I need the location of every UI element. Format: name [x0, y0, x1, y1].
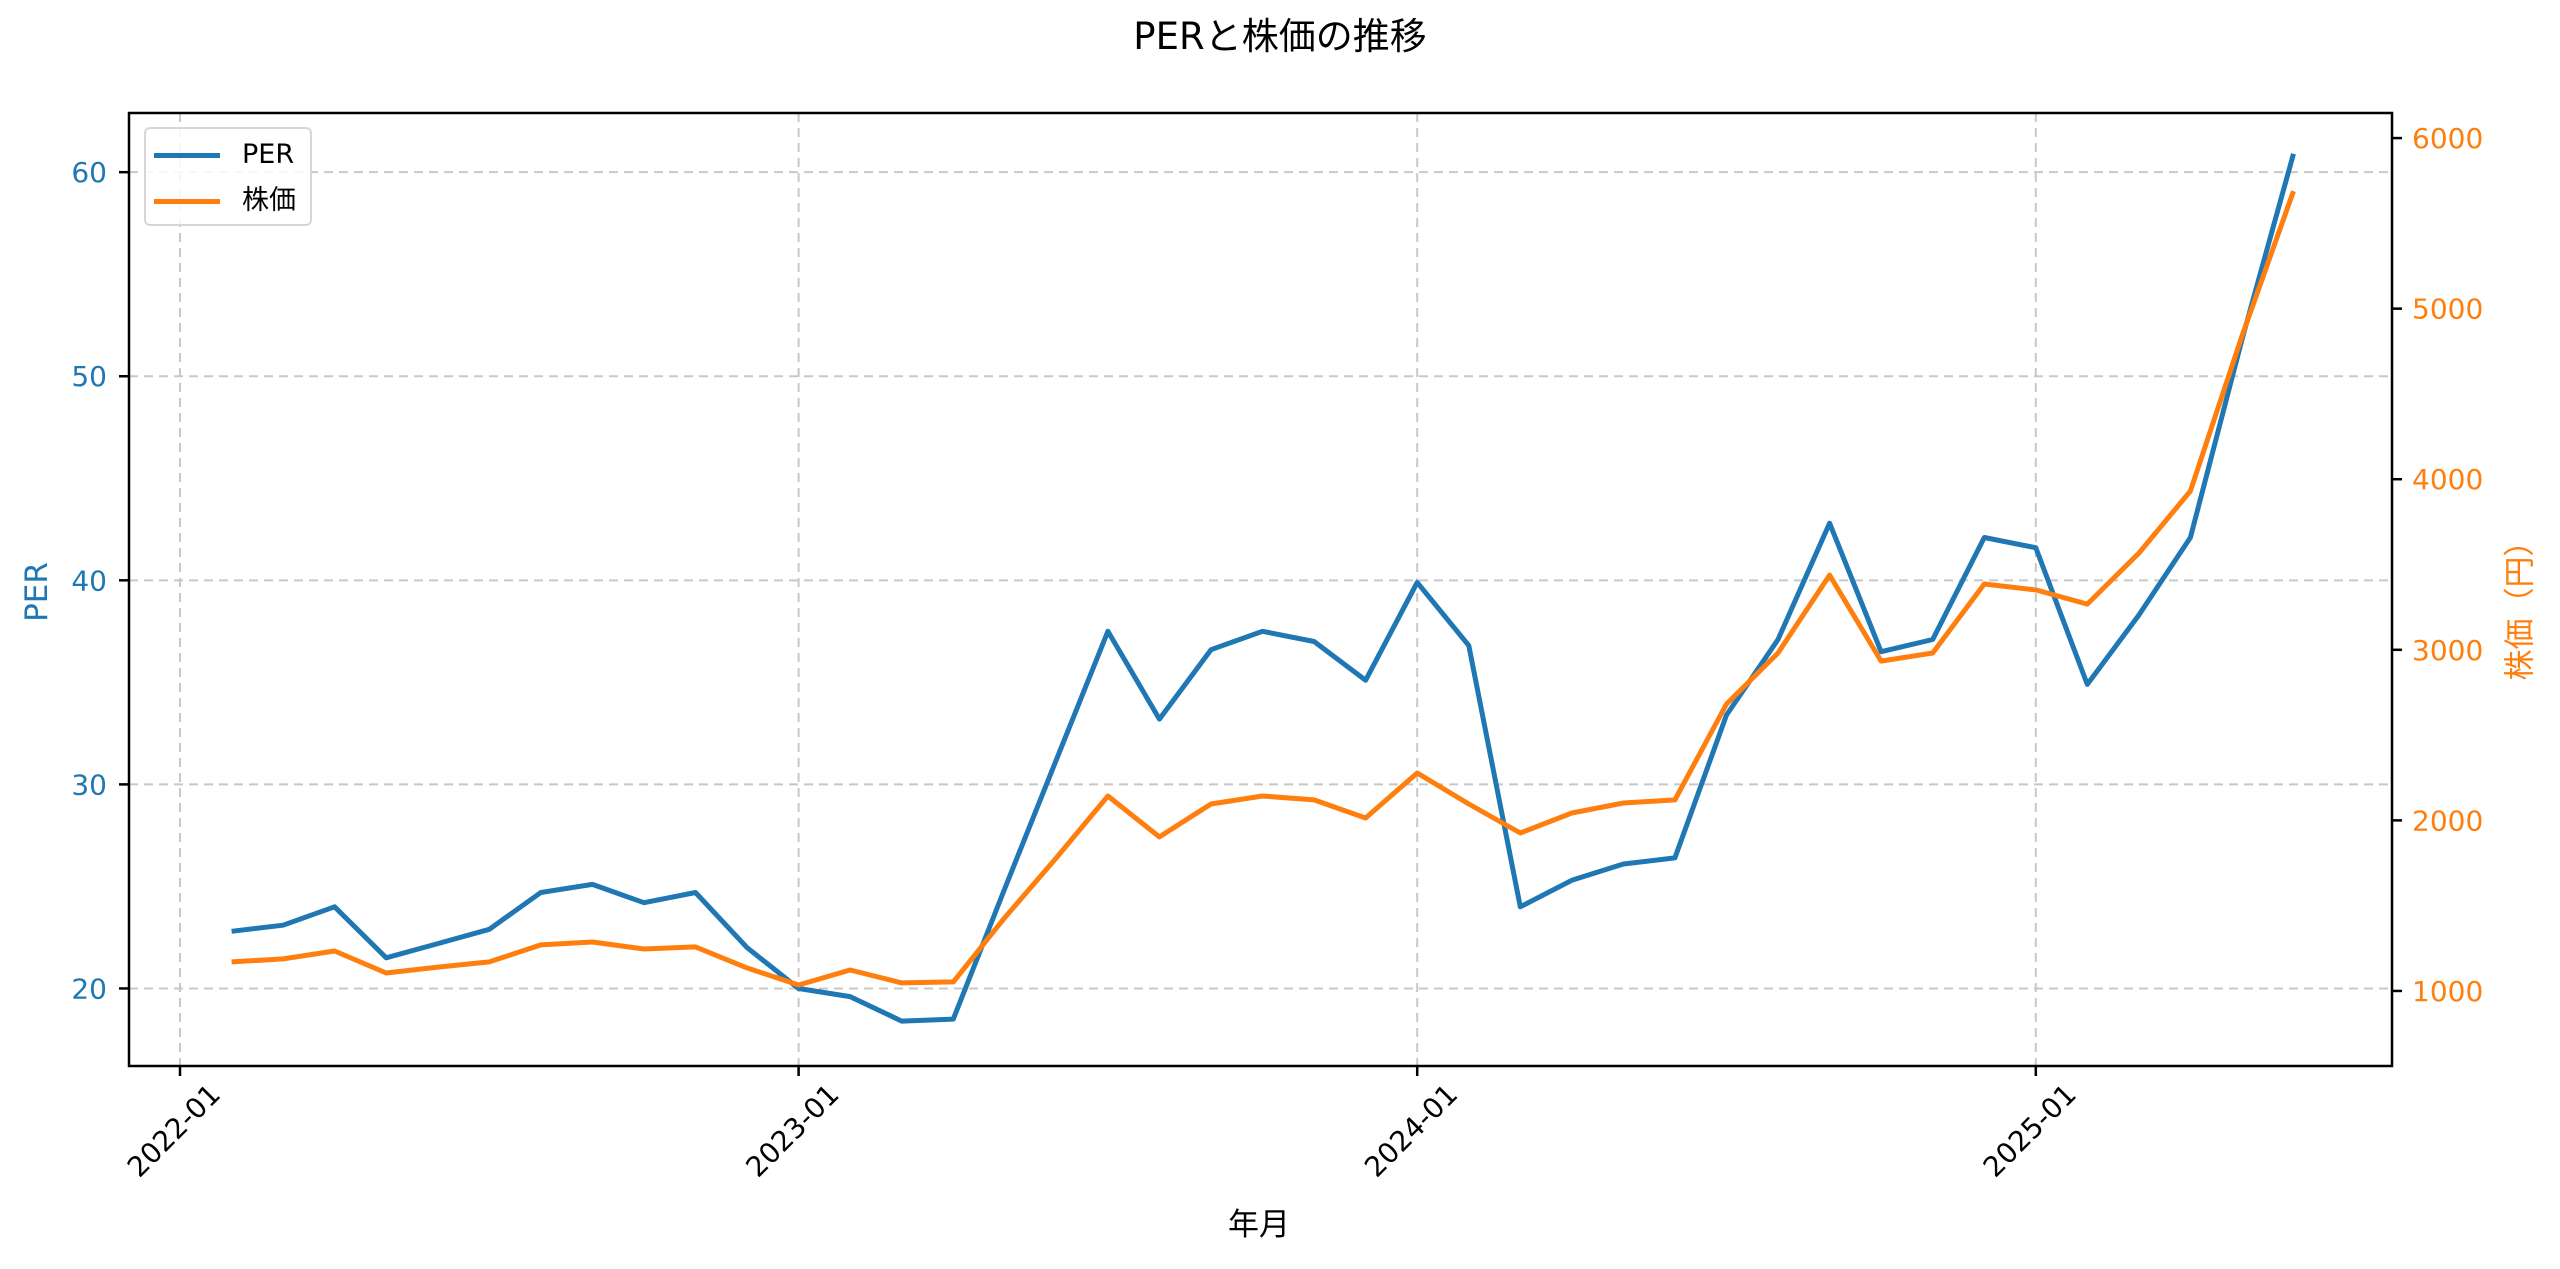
legend-label-price: 株価: [242, 185, 296, 216]
y-axis-right-label: 株価（円）: [2502, 525, 2539, 681]
y-left-tick-label: 30: [71, 768, 107, 801]
axes: [127, 111, 2394, 1068]
y-left-tick-label: 40: [71, 564, 107, 597]
y-right-tick-label: 1000: [2412, 975, 2483, 1008]
y-left-tick-label: 50: [71, 360, 107, 393]
grid-lines: [129, 113, 2392, 1066]
y-right-tick-label: 4000: [2412, 463, 2483, 496]
y-axis-left-label: PER: [19, 562, 55, 622]
x-tick-label: 2024-01: [1358, 1078, 1464, 1184]
x-axis-label: 年月: [1228, 1207, 1290, 1243]
legend-label-per: PER: [242, 139, 295, 170]
axes-frame: [127, 111, 2394, 1068]
y-axis-left-ticks: 20 30 40 50 60: [71, 156, 129, 1005]
legend-line-price-icon: [154, 199, 220, 204]
series-line-per: [231, 153, 2296, 1024]
y-left-tick-label: 20: [71, 972, 107, 1005]
legend: PER 株価: [144, 127, 312, 226]
y-right-tick-label: 3000: [2412, 634, 2483, 667]
data-series: [231, 153, 2296, 1024]
x-tick-label: 2025-01: [1977, 1078, 2083, 1184]
y-right-tick-label: 6000: [2412, 122, 2483, 155]
series-line-price: [231, 190, 2296, 988]
legend-item-price: 株価: [146, 181, 310, 221]
y-left-tick-label: 60: [71, 156, 107, 189]
y-axis-right-ticks: 1000 2000 3000 4000 5000 6000: [2392, 122, 2483, 1008]
chart-title: PERと株価の推移: [1133, 15, 1427, 58]
x-axis-ticks: 2022-01 2023-01 2024-01 2025-01: [121, 1066, 2083, 1184]
x-tick-label: 2023-01: [739, 1078, 845, 1184]
legend-item-per: PER: [146, 135, 310, 175]
y-right-tick-label: 5000: [2412, 293, 2483, 326]
x-tick-label: 2022-01: [121, 1078, 227, 1184]
y-right-tick-label: 2000: [2412, 804, 2483, 837]
legend-line-per-icon: [154, 153, 220, 158]
